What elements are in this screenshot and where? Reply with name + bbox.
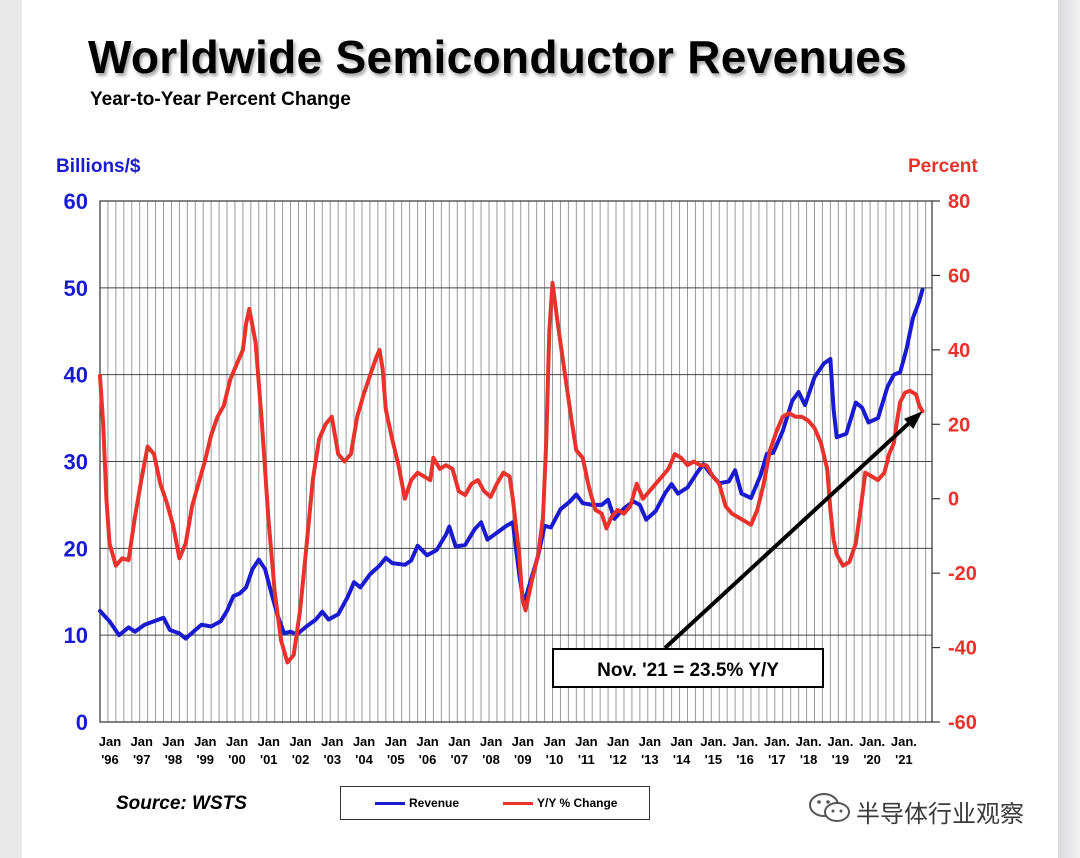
x-tick-label-top: Jan [131, 734, 153, 749]
legend-item-yoy: Y/Y % Change [503, 796, 617, 810]
y-left-tick-label: 0 [76, 710, 88, 735]
x-tick-label-top: Jan. [859, 734, 885, 749]
x-tick-label-bottom: '16 [736, 752, 754, 767]
y-left-tick-label: 10 [64, 623, 88, 648]
watermark-text: 半导体行业观察 [856, 801, 1024, 828]
x-tick-label-bottom: '03 [324, 752, 342, 767]
x-tick-label-bottom: '96 [101, 752, 119, 767]
x-tick-label-top: Jan [512, 734, 534, 749]
x-tick-label-top: Jan [543, 734, 565, 749]
x-tick-label-top: Jan. [891, 734, 917, 749]
x-tick-label-top: Jan [99, 734, 121, 749]
legend-label-revenue: Revenue [409, 796, 460, 810]
x-tick-label-top: Jan [353, 734, 375, 749]
x-tick-label-top: Jan [162, 734, 184, 749]
x-tick-label-bottom: '14 [673, 752, 691, 767]
y-right-tick-label: 80 [948, 191, 970, 213]
x-tick-label-top: Jan [607, 734, 629, 749]
yoy-change-line [98, 280, 925, 665]
x-tick-label-top: Jan [416, 734, 438, 749]
y-left-tick-label: 50 [64, 276, 88, 301]
x-tick-label-top: Jan. [827, 734, 853, 749]
x-tick-label-bottom: '12 [609, 752, 627, 767]
x-tick-label-bottom: '02 [292, 752, 310, 767]
legend-label-yoy: Y/Y % Change [537, 796, 618, 810]
right-axis-unit: Percent [908, 156, 978, 177]
x-tick-label-bottom: '06 [419, 752, 437, 767]
chart-sheet [22, 0, 1058, 858]
chart-title: Worldwide Semiconductor Revenues [88, 31, 908, 83]
chart-legend: Revenue Y/Y % Change [340, 786, 650, 820]
x-tick-label-bottom: '01 [260, 752, 278, 767]
source-note: Source: WSTS [116, 793, 247, 814]
x-tick-label-top: Jan [258, 734, 280, 749]
x-tick-label-top: Jan [194, 734, 216, 749]
x-tick-label-top: Jan [480, 734, 502, 749]
y-left-tick-label: 40 [64, 363, 88, 388]
x-tick-label-top: Jan [289, 734, 311, 749]
watermark: 半导体行业观察 [808, 790, 1058, 830]
x-tick-label-top: Jan [226, 734, 248, 749]
x-tick-label-bottom: '20 [863, 752, 881, 767]
x-tick-label-bottom: '10 [546, 752, 564, 767]
y-right-tick-label: 0 [948, 489, 959, 511]
x-tick-label-top: Jan. [764, 734, 790, 749]
x-tick-label-bottom: '98 [165, 752, 183, 767]
y-right-tick-label: 20 [948, 414, 970, 436]
y-left-tick-label: 60 [64, 189, 88, 214]
y-right-tick-label: -20 [948, 563, 977, 585]
legend-swatch-revenue [375, 802, 405, 806]
y-right-tick-label: 60 [948, 265, 970, 287]
annotation-text: Nov. '21 = 23.5% Y/Y [597, 660, 779, 681]
wechat-icon [809, 793, 850, 822]
y-left-tick-label: 20 [64, 536, 88, 561]
x-tick-label-bottom: '21 [895, 752, 913, 767]
y-right-tick-label: -40 [948, 638, 977, 660]
x-tick-label-bottom: '00 [228, 752, 246, 767]
x-tick-label-top: Jan [385, 734, 407, 749]
x-tick-label-bottom: '17 [768, 752, 786, 767]
x-tick-label-top: Jan. [732, 734, 758, 749]
x-tick-label-bottom: '07 [451, 752, 469, 767]
x-tick-label-bottom: '04 [355, 752, 373, 767]
y-left-tick-label: 30 [64, 450, 88, 475]
annotation-arrow-head [904, 411, 923, 430]
x-tick-label-bottom: '15 [705, 752, 723, 767]
x-tick-label-bottom: '19 [832, 752, 850, 767]
x-tick-label-top: Jan. [796, 734, 822, 749]
x-tick-label-bottom: '09 [514, 752, 532, 767]
x-tick-label-top: Jan [448, 734, 470, 749]
annotation-box [552, 648, 824, 688]
x-tick-label-bottom: '13 [641, 752, 659, 767]
x-tick-label-top: Jan [639, 734, 661, 749]
y-right-tick-label: -60 [948, 712, 977, 734]
x-tick-label-bottom: '18 [800, 752, 818, 767]
x-tick-label-top: Jan. [700, 734, 726, 749]
left-axis-unit: Billions/$ [56, 156, 141, 177]
chart-subtitle: Year-to-Year Percent Change [90, 89, 351, 110]
x-tick-label-bottom: '99 [196, 752, 214, 767]
plot-frame [99, 200, 933, 723]
x-tick-label-bottom: '05 [387, 752, 405, 767]
x-tick-label-bottom: '08 [482, 752, 500, 767]
x-tick-label-top: Jan [321, 734, 343, 749]
annotation-arrow-line [663, 414, 918, 650]
sheet-edge [1058, 0, 1080, 858]
x-tick-label-bottom: '11 [578, 752, 595, 767]
x-tick-label-bottom: '97 [133, 752, 151, 767]
legend-swatch-yoy [503, 802, 533, 806]
legend-item-revenue: Revenue [375, 796, 459, 810]
y-right-tick-label: 40 [948, 340, 970, 362]
x-tick-label-top: Jan [575, 734, 597, 749]
x-tick-label-top: Jan [670, 734, 692, 749]
